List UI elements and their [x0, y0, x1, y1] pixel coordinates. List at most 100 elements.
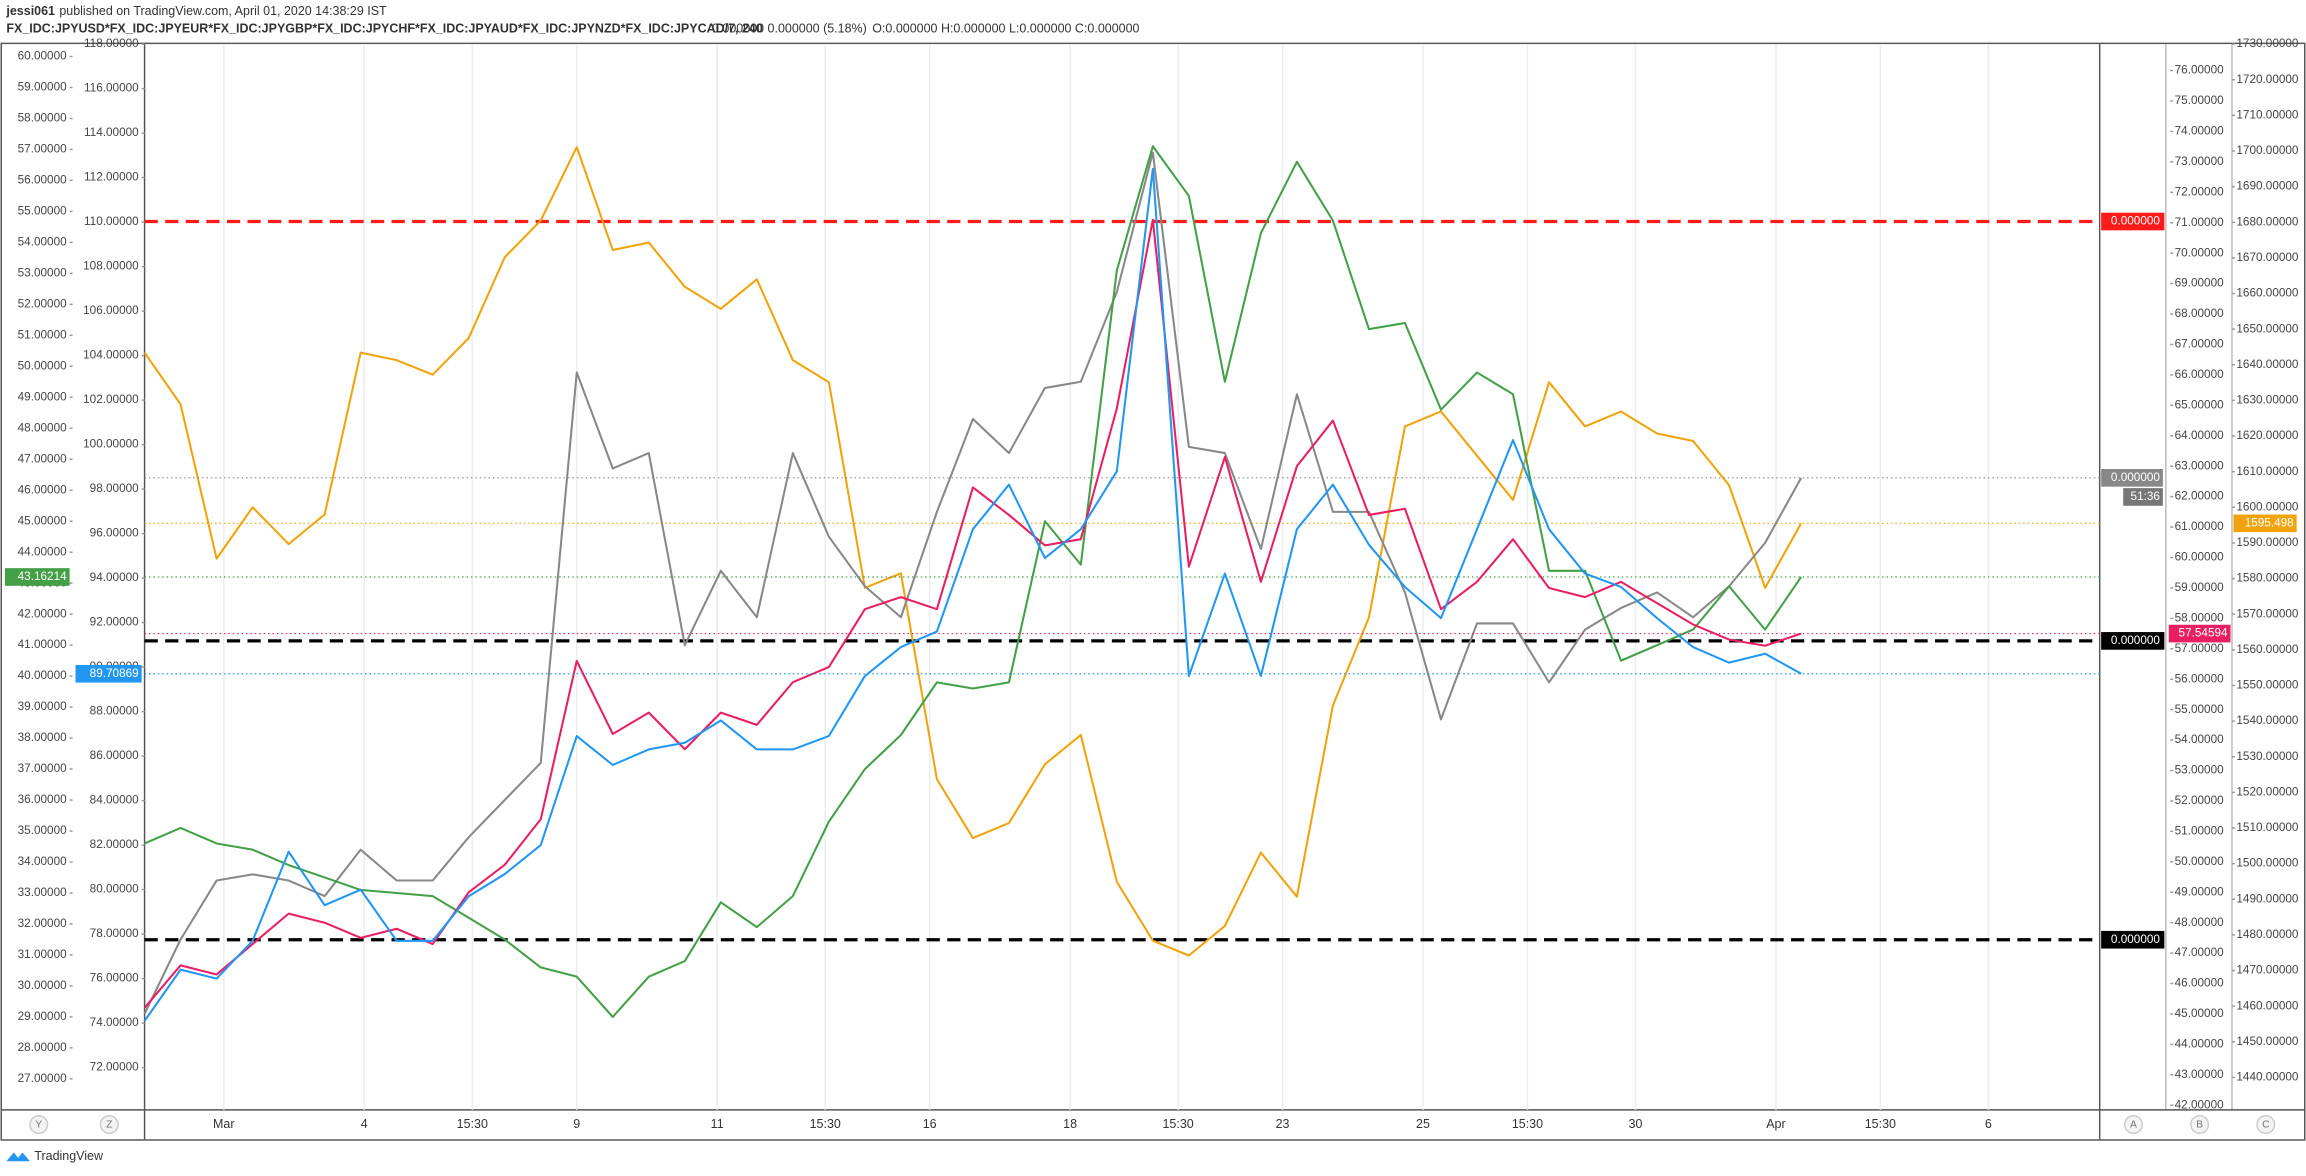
y-tick-label: 31.00000 [18, 948, 67, 961]
y-tick-label: 112.00000 [84, 171, 139, 184]
y-tick-label: 34.00000 [18, 855, 67, 868]
y-tick-label: 1460.00000 [2236, 999, 2299, 1012]
y-tick-label: 74.00000 [2175, 125, 2224, 138]
y-tick-label: 32.00000 [18, 917, 67, 930]
last-value-box [2101, 469, 2163, 487]
y-tick-label: 1710.00000 [2236, 108, 2299, 121]
axis-button-label[interactable]: B [2196, 1119, 2203, 1130]
y-tick-label: 27.00000 [18, 1072, 67, 1085]
y-tick-label: 1470.00000 [2236, 964, 2299, 977]
axis-button-label[interactable]: C [2262, 1119, 2270, 1130]
y-tick-label: 68.00000 [2175, 307, 2224, 320]
last-value-box [75, 664, 142, 683]
y-tick-label: 78.00000 [90, 927, 139, 940]
x-tick-label: 6 [1985, 1117, 1992, 1131]
y-tick-label: 29.00000 [18, 1010, 67, 1023]
x-tick-label: 4 [361, 1117, 368, 1131]
y-tick-label: 60.00000 [2175, 551, 2224, 564]
y-tick-label: 76.00000 [90, 972, 139, 985]
axis-button-label[interactable]: Z [106, 1119, 112, 1130]
price-label: 0.000000 [2111, 215, 2160, 228]
y-tick-label: 46.00000 [18, 483, 67, 496]
author: jessi061 [5, 4, 55, 18]
y-tick-label: 67.00000 [2175, 338, 2224, 351]
y-tick-label: 39.00000 [18, 700, 67, 713]
y-tick-label: 35.00000 [18, 824, 67, 837]
y-tick-label: 51.00000 [18, 328, 67, 341]
y-tick-label: 114.00000 [84, 126, 139, 139]
y-tick-label: 53.00000 [2175, 764, 2224, 777]
y-tick-label: 1530.00000 [2236, 750, 2299, 763]
y-tick-label: 49.00000 [2175, 885, 2224, 898]
axis-button-label[interactable]: A [2130, 1119, 2137, 1130]
y-tick-label: 104.00000 [83, 349, 139, 362]
logo [6, 1152, 30, 1162]
x-tick-label: 16 [923, 1117, 937, 1131]
y-tick-label: 1680.00000 [2236, 215, 2299, 228]
y-tick-label: 54.00000 [2175, 733, 2224, 746]
y-tick-label: 60.00000 [18, 50, 67, 63]
y-tick-label: 56.00000 [2175, 672, 2224, 685]
y-tick-label: 1550.00000 [2236, 679, 2299, 692]
y-tick-label: 47.00000 [2175, 946, 2224, 959]
y-tick-label: 1600.00000 [2236, 500, 2299, 513]
axis-button[interactable] [2256, 1114, 2276, 1135]
y-tick-label: 1620.00000 [2236, 429, 2299, 442]
y-tick-label: 42.00000 [18, 607, 67, 620]
y-tick-label: 1590.00000 [2236, 536, 2299, 549]
y-tick-label: 56.00000 [18, 174, 67, 187]
y-tick-label: 64.00000 [2175, 429, 2224, 442]
series-line [143, 151, 1803, 1015]
y-tick-label: 50.00000 [18, 359, 67, 372]
y-tick-label: 57.00000 [18, 143, 67, 156]
frame [0, 42, 2306, 1141]
y-tick-label: 86.00000 [90, 749, 139, 762]
y-tick-label: 1440.00000 [2236, 1071, 2299, 1084]
y-tick-label: 40.00000 [18, 669, 67, 682]
y-tick-label: 1500.00000 [2236, 857, 2299, 870]
x-tick-label: 25 [1416, 1117, 1430, 1131]
x-tick-label: 15:30 [1512, 1117, 1543, 1131]
axis-button[interactable] [2190, 1114, 2210, 1135]
series-line [143, 218, 1802, 1009]
y-tick-label: 55.00000 [2175, 703, 2224, 716]
x-tick-label: 15:30 [810, 1117, 841, 1131]
x-tick-label: Mar [213, 1117, 235, 1131]
y-tick-label: 88.00000 [90, 705, 139, 718]
y-tick-label: 1690.00000 [2236, 180, 2299, 193]
y-tick-label: 58.00000 [18, 112, 67, 125]
price-label-box [2101, 930, 2165, 949]
y-tick-label: 73.00000 [2175, 155, 2224, 168]
axis-button[interactable] [29, 1114, 49, 1135]
countdown-label: 51:36 [2131, 490, 2161, 503]
y-tick-label: 57.00000 [2175, 642, 2224, 655]
axis-button-label[interactable]: Y [35, 1119, 42, 1130]
price-label-box [2101, 632, 2165, 650]
y-tick-label: 43.00000 [2175, 1068, 2224, 1081]
y-tick-label: 1570.00000 [2236, 607, 2299, 620]
y-tick-label: 33.00000 [18, 886, 67, 899]
y-tick-label: 1660.00000 [2236, 287, 2299, 300]
series-line [143, 167, 1802, 1022]
last-value-box [2168, 624, 2231, 643]
y-tick-label: 63.00000 [2175, 459, 2224, 472]
axis-button[interactable] [2123, 1114, 2144, 1135]
y-tick-label: 51.00000 [2175, 825, 2224, 838]
axis-button[interactable] [99, 1114, 119, 1135]
y-tick-label: 1560.00000 [2236, 643, 2299, 656]
y-tick-label: 1700.00000 [2236, 144, 2299, 157]
y-tick-label: 82.00000 [90, 838, 139, 851]
change: 0.000000 0.000000 (5.18%) [712, 22, 867, 36]
y-tick-label: 1650.00000 [2236, 322, 2299, 335]
y-tick-label: 96.00000 [90, 527, 139, 540]
y-tick-label: 106.00000 [83, 304, 139, 317]
y-tick-label: 61.00000 [2175, 520, 2224, 533]
y-tick-label: 108.00000 [83, 260, 139, 273]
y-tick-label: 62.00000 [2175, 490, 2224, 503]
y-tick-label: 75.00000 [2175, 94, 2224, 107]
y-tick-label: 28.00000 [18, 1041, 67, 1054]
y-tick-label: 37.00000 [18, 762, 67, 775]
